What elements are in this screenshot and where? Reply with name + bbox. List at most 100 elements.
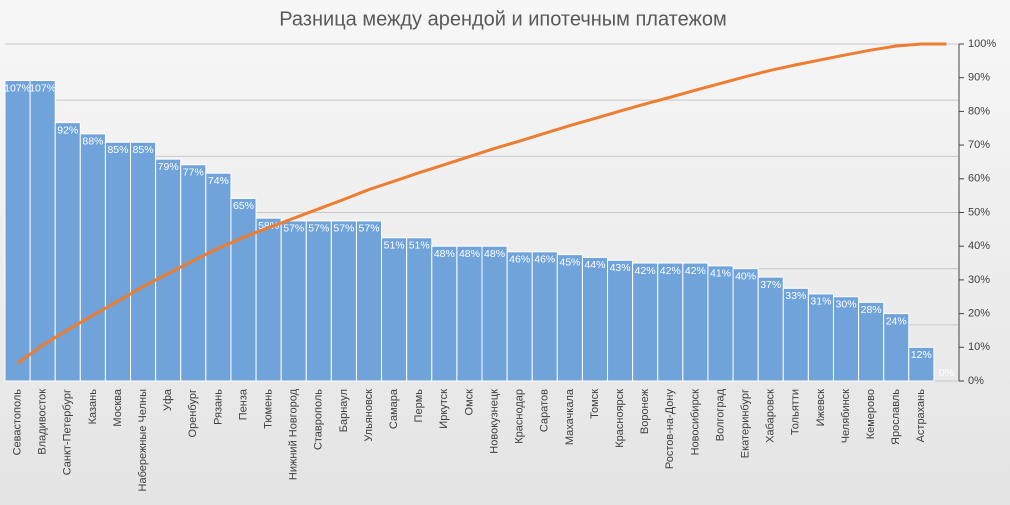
- x-tick-label: Уфа: [162, 388, 174, 411]
- data-label: 33%: [785, 290, 806, 302]
- data-label: 42%: [660, 265, 681, 277]
- x-tick-label: Хабаровск: [765, 389, 777, 443]
- x-tick-label: Новосибирск: [689, 389, 701, 456]
- bar: [607, 259, 634, 382]
- y2-tick-label: 70%: [968, 139, 990, 151]
- bar: [4, 80, 31, 382]
- data-label: 45%: [559, 256, 580, 268]
- data-label: 57%: [359, 223, 380, 235]
- bar: [456, 245, 483, 382]
- x-tick-label: Новокузнецк: [488, 389, 500, 454]
- data-label: 92%: [57, 124, 78, 136]
- bar: [79, 133, 106, 382]
- bar: [707, 265, 734, 382]
- data-label: 48%: [434, 248, 455, 260]
- bar: [858, 301, 885, 382]
- data-label: 77%: [183, 167, 204, 179]
- x-tick-label: Севастополь: [11, 389, 23, 456]
- bar: [757, 276, 784, 382]
- bar: [908, 346, 935, 382]
- x-tick-label: Тольятти: [790, 389, 802, 435]
- x-tick-label: Ижевск: [815, 389, 827, 427]
- bar: [657, 262, 684, 382]
- data-label: 40%: [735, 270, 756, 282]
- bar: [305, 220, 332, 382]
- x-tick-label: Ульяновск: [363, 389, 375, 442]
- chart-title: Разница между арендой и ипотечным платеж…: [279, 8, 727, 30]
- data-label: 48%: [459, 248, 480, 260]
- x-tick-label: Пермь: [413, 389, 425, 423]
- bar: [406, 237, 433, 382]
- x-tick-label: Нижний Новгород: [288, 388, 300, 480]
- x-tick-label: Рязань: [212, 389, 224, 425]
- x-tick-label: Иркутск: [438, 389, 450, 429]
- bar: [556, 254, 583, 382]
- x-tick-label: Ставрополь: [313, 389, 325, 450]
- y2-tick-label: 40%: [968, 240, 990, 252]
- bar: [832, 296, 860, 382]
- x-tick-label: Пенза: [237, 388, 249, 420]
- bar: [180, 164, 207, 382]
- y2-tick-label: 20%: [968, 308, 990, 320]
- data-label: 43%: [610, 262, 631, 274]
- y2-tick-label: 30%: [968, 274, 990, 286]
- x-tick-label: Казань: [87, 389, 99, 425]
- x-tick-label: Омск: [463, 389, 475, 416]
- data-label: 46%: [534, 254, 555, 266]
- bar: [732, 268, 759, 382]
- bar: [883, 313, 910, 382]
- bar: [632, 262, 659, 382]
- x-tick-label: Красноярск: [614, 389, 626, 448]
- data-label: 65%: [233, 200, 254, 212]
- data-label: 28%: [861, 304, 882, 316]
- bar: [280, 220, 307, 382]
- x-tick-label: Махачкала: [564, 388, 576, 445]
- y2-tick-label: 50%: [968, 206, 990, 218]
- x-tick-label: Ярославль: [890, 389, 902, 445]
- data-label: 88%: [82, 136, 103, 148]
- data-label: 107%: [29, 82, 56, 94]
- data-label: 24%: [886, 315, 907, 327]
- data-label: 0%: [939, 367, 954, 379]
- data-label: 42%: [635, 265, 656, 277]
- x-tick-label: Челябинск: [840, 389, 852, 443]
- data-label: 31%: [810, 296, 831, 308]
- cumulative-line: [16, 42, 947, 365]
- bar: [381, 237, 408, 382]
- bar: [130, 141, 157, 382]
- data-label: 41%: [710, 268, 731, 280]
- x-tick-label: Томск: [589, 389, 601, 419]
- y2-tick-label: 100%: [968, 38, 996, 50]
- x-tick-label: Астрахань: [915, 389, 927, 443]
- x-tick-label: Самара: [388, 388, 400, 429]
- bar: [255, 217, 282, 382]
- data-label: 51%: [384, 240, 405, 252]
- bar: [506, 251, 533, 382]
- y2-tick-label: 10%: [968, 341, 990, 353]
- x-tick-label: Ростов-на-Дону: [664, 389, 676, 470]
- x-tick-label: Оренбург: [187, 389, 199, 437]
- x-tick-label: Москва: [112, 388, 124, 426]
- data-label: 12%: [911, 349, 932, 361]
- y2-tick-label: 80%: [968, 105, 990, 117]
- x-tick-label: Барнаул: [338, 389, 350, 432]
- bar: [782, 287, 809, 382]
- x-tick-label: Санкт-Петербург: [62, 389, 74, 475]
- x-tick-label: Набережные Челны: [137, 389, 149, 492]
- data-label: 57%: [308, 223, 329, 235]
- bar: [431, 245, 458, 382]
- x-tick-label: Воронеж: [639, 388, 651, 434]
- bar: [230, 197, 257, 382]
- data-label: 85%: [107, 144, 128, 156]
- data-label: 107%: [4, 82, 31, 94]
- data-label: 74%: [208, 175, 229, 187]
- x-tick-label: Владивосток: [37, 389, 49, 455]
- data-label: 57%: [333, 223, 354, 235]
- data-label: 46%: [509, 254, 530, 266]
- y2-tick-label: 90%: [968, 72, 990, 84]
- bar: [54, 122, 81, 382]
- x-tick-label: Саратов: [539, 389, 551, 432]
- bar: [104, 141, 132, 382]
- y2-tick-label: 60%: [968, 173, 990, 185]
